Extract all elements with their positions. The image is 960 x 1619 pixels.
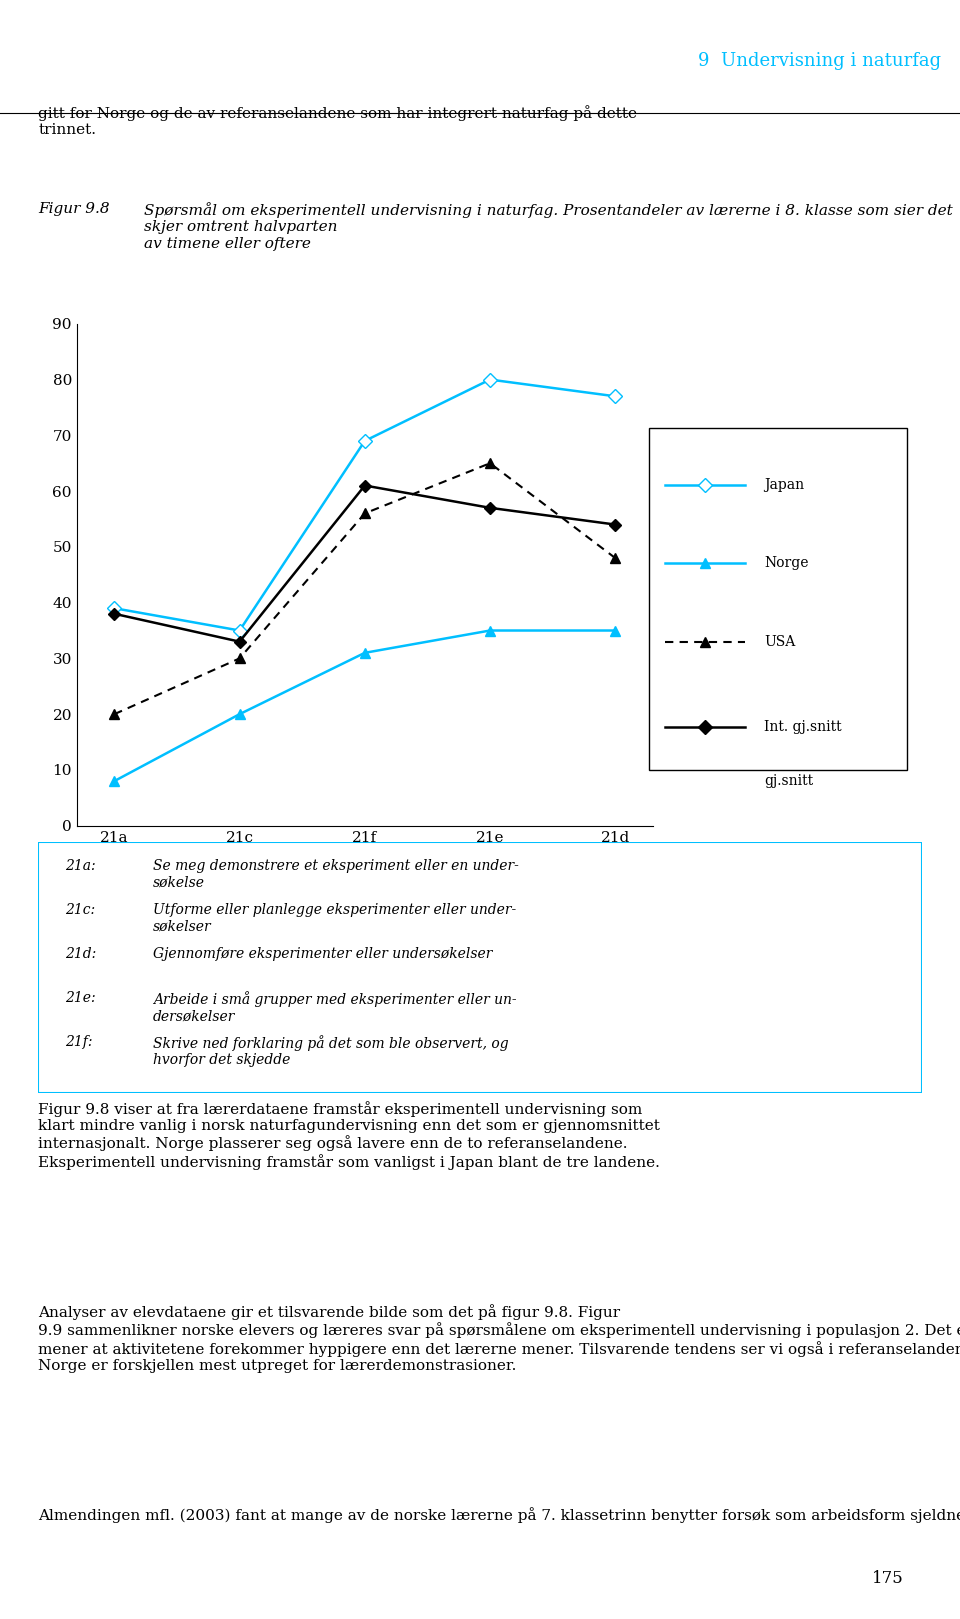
FancyBboxPatch shape bbox=[649, 427, 906, 771]
Text: Figur 9.8 viser at fra lærerdataene framstår eksperimentell undervisning som
kla: Figur 9.8 viser at fra lærerdataene fram… bbox=[38, 1101, 660, 1171]
FancyBboxPatch shape bbox=[38, 842, 922, 1093]
Text: Figur 9.8: Figur 9.8 bbox=[38, 202, 110, 217]
Text: 21f:: 21f: bbox=[65, 1035, 92, 1049]
Text: Spørsmål om eksperimentell undervisning i naturfag. Prosentandeler av lærerne i : Spørsmål om eksperimentell undervisning … bbox=[144, 202, 953, 251]
Text: gj.snitt: gj.snitt bbox=[764, 774, 813, 788]
Text: 21e:: 21e: bbox=[65, 991, 96, 1005]
Text: Int. gj.snitt: Int. gj.snitt bbox=[764, 720, 842, 735]
Text: 175: 175 bbox=[873, 1570, 904, 1587]
Text: Norge: Norge bbox=[764, 557, 808, 570]
Text: Almendingen mfl. (2003) fant at mange av de norske lærerne på 7. klassetrinn ben: Almendingen mfl. (2003) fant at mange av… bbox=[38, 1507, 960, 1523]
Text: Utforme eller planlegge eksperimenter eller under-
søkelser: Utforme eller planlegge eksperimenter el… bbox=[154, 903, 516, 934]
Text: Gjennomføre eksperimenter eller undersøkelser: Gjennomføre eksperimenter eller undersøk… bbox=[154, 947, 492, 962]
Text: 9  Undervisning i naturfag: 9 Undervisning i naturfag bbox=[698, 52, 941, 70]
Text: 21a:: 21a: bbox=[65, 860, 96, 873]
Text: Arbeide i små grupper med eksperimenter eller un-
dersøkelser: Arbeide i små grupper med eksperimenter … bbox=[154, 991, 516, 1023]
Text: Skrive ned forklaring på det som ble observert, og
hvorfor det skjedde: Skrive ned forklaring på det som ble obs… bbox=[154, 1035, 509, 1067]
Text: USA: USA bbox=[764, 635, 796, 649]
Text: gitt for Norge og de av referanselandene som har integrert naturfag på dette
tri: gitt for Norge og de av referanselandene… bbox=[38, 105, 637, 138]
Text: Japan: Japan bbox=[764, 478, 804, 492]
Text: Analyser av elevdataene gir et tilsvarende bilde som det på figur 9.8. Figur
9.9: Analyser av elevdataene gir et tilsvaren… bbox=[38, 1303, 960, 1373]
Text: 21d:: 21d: bbox=[65, 947, 96, 962]
Text: 21c:: 21c: bbox=[65, 903, 95, 918]
Text: Se meg demonstrere et eksperiment eller en under-
søkelse: Se meg demonstrere et eksperiment eller … bbox=[154, 860, 519, 890]
